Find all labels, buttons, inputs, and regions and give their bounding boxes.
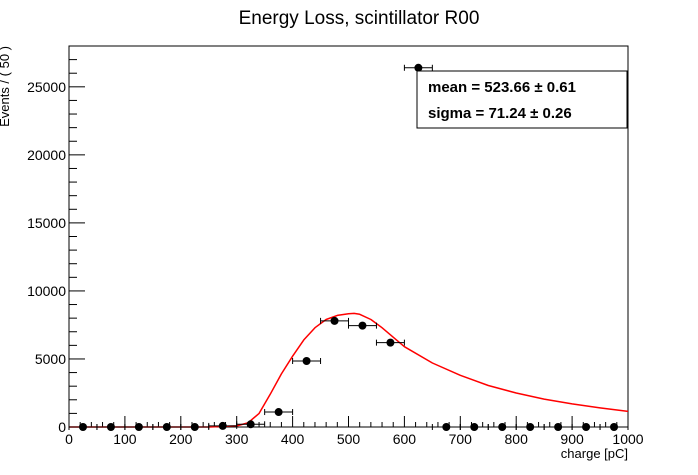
data-point-marker <box>582 423 591 431</box>
y-tick-label: 5000 <box>35 351 66 367</box>
fit-stats-box <box>416 70 628 129</box>
data-point <box>543 423 573 431</box>
data-point <box>571 423 601 431</box>
x-tick-label: 1000 <box>612 431 643 447</box>
data-point-marker <box>246 420 255 429</box>
x-axis-label: charge [pC] <box>561 446 628 461</box>
x-tick-label: 400 <box>281 431 305 447</box>
data-point-marker <box>106 423 115 431</box>
data-point-marker <box>414 63 423 72</box>
data-point <box>152 423 182 431</box>
data-point <box>515 423 545 431</box>
x-tick-label: 300 <box>225 431 249 447</box>
data-point <box>320 316 349 325</box>
fit-curve <box>69 312 629 428</box>
data-point-marker <box>498 423 507 431</box>
data-point <box>180 423 210 431</box>
data-point-marker <box>274 408 283 417</box>
data-point <box>264 408 294 417</box>
data-point <box>236 420 266 429</box>
x-tick-label: 600 <box>393 431 417 447</box>
data-point <box>292 357 322 366</box>
data-point-marker <box>190 423 199 431</box>
x-tick-label: 700 <box>449 431 473 447</box>
data-point-marker <box>134 423 143 431</box>
x-tick-label: 100 <box>113 431 137 447</box>
data-point <box>599 423 629 431</box>
data-point <box>124 423 154 431</box>
data-point <box>96 423 126 431</box>
fit-stat-0: mean = 523.66 ± 0.61 <box>428 79 576 96</box>
data-point-marker <box>162 423 171 431</box>
data-point <box>403 63 433 72</box>
x-tick-label: 0 <box>65 431 73 447</box>
data-point-marker <box>386 338 395 347</box>
x-tick-label: 200 <box>169 431 193 447</box>
data-point-marker <box>526 423 535 431</box>
data-point <box>208 421 238 430</box>
data-point-marker <box>330 316 339 325</box>
data-point-marker <box>470 423 479 431</box>
y-tick-label: 0 <box>58 419 66 435</box>
data-point-marker <box>358 321 367 330</box>
x-tick-label: 500 <box>337 431 361 447</box>
y-tick-label: 15000 <box>27 215 66 231</box>
y-tick-label: 10000 <box>27 283 66 299</box>
data-point <box>348 321 377 330</box>
data-point <box>68 423 98 431</box>
chart-title: Energy Loss, scintillator R00 <box>239 8 480 29</box>
data-point <box>375 338 405 347</box>
data-point-marker <box>78 423 87 431</box>
data-point-marker <box>218 421 227 430</box>
x-tick-label: 800 <box>505 431 529 447</box>
data-point <box>459 423 489 431</box>
fit-stat-1: sigma = 71.24 ± 0.26 <box>428 105 572 122</box>
data-point-marker <box>302 357 311 366</box>
x-tick-label: 900 <box>560 431 584 447</box>
data-point <box>431 423 461 431</box>
y-tick-label: 25000 <box>27 79 66 95</box>
data-point-marker <box>610 423 619 431</box>
data-point-marker <box>554 423 563 431</box>
y-tick-label: 20000 <box>27 147 66 163</box>
y-axis-label: Events / ( 50 ) <box>0 46 12 127</box>
data-point <box>487 423 517 431</box>
data-point-marker <box>442 423 451 431</box>
